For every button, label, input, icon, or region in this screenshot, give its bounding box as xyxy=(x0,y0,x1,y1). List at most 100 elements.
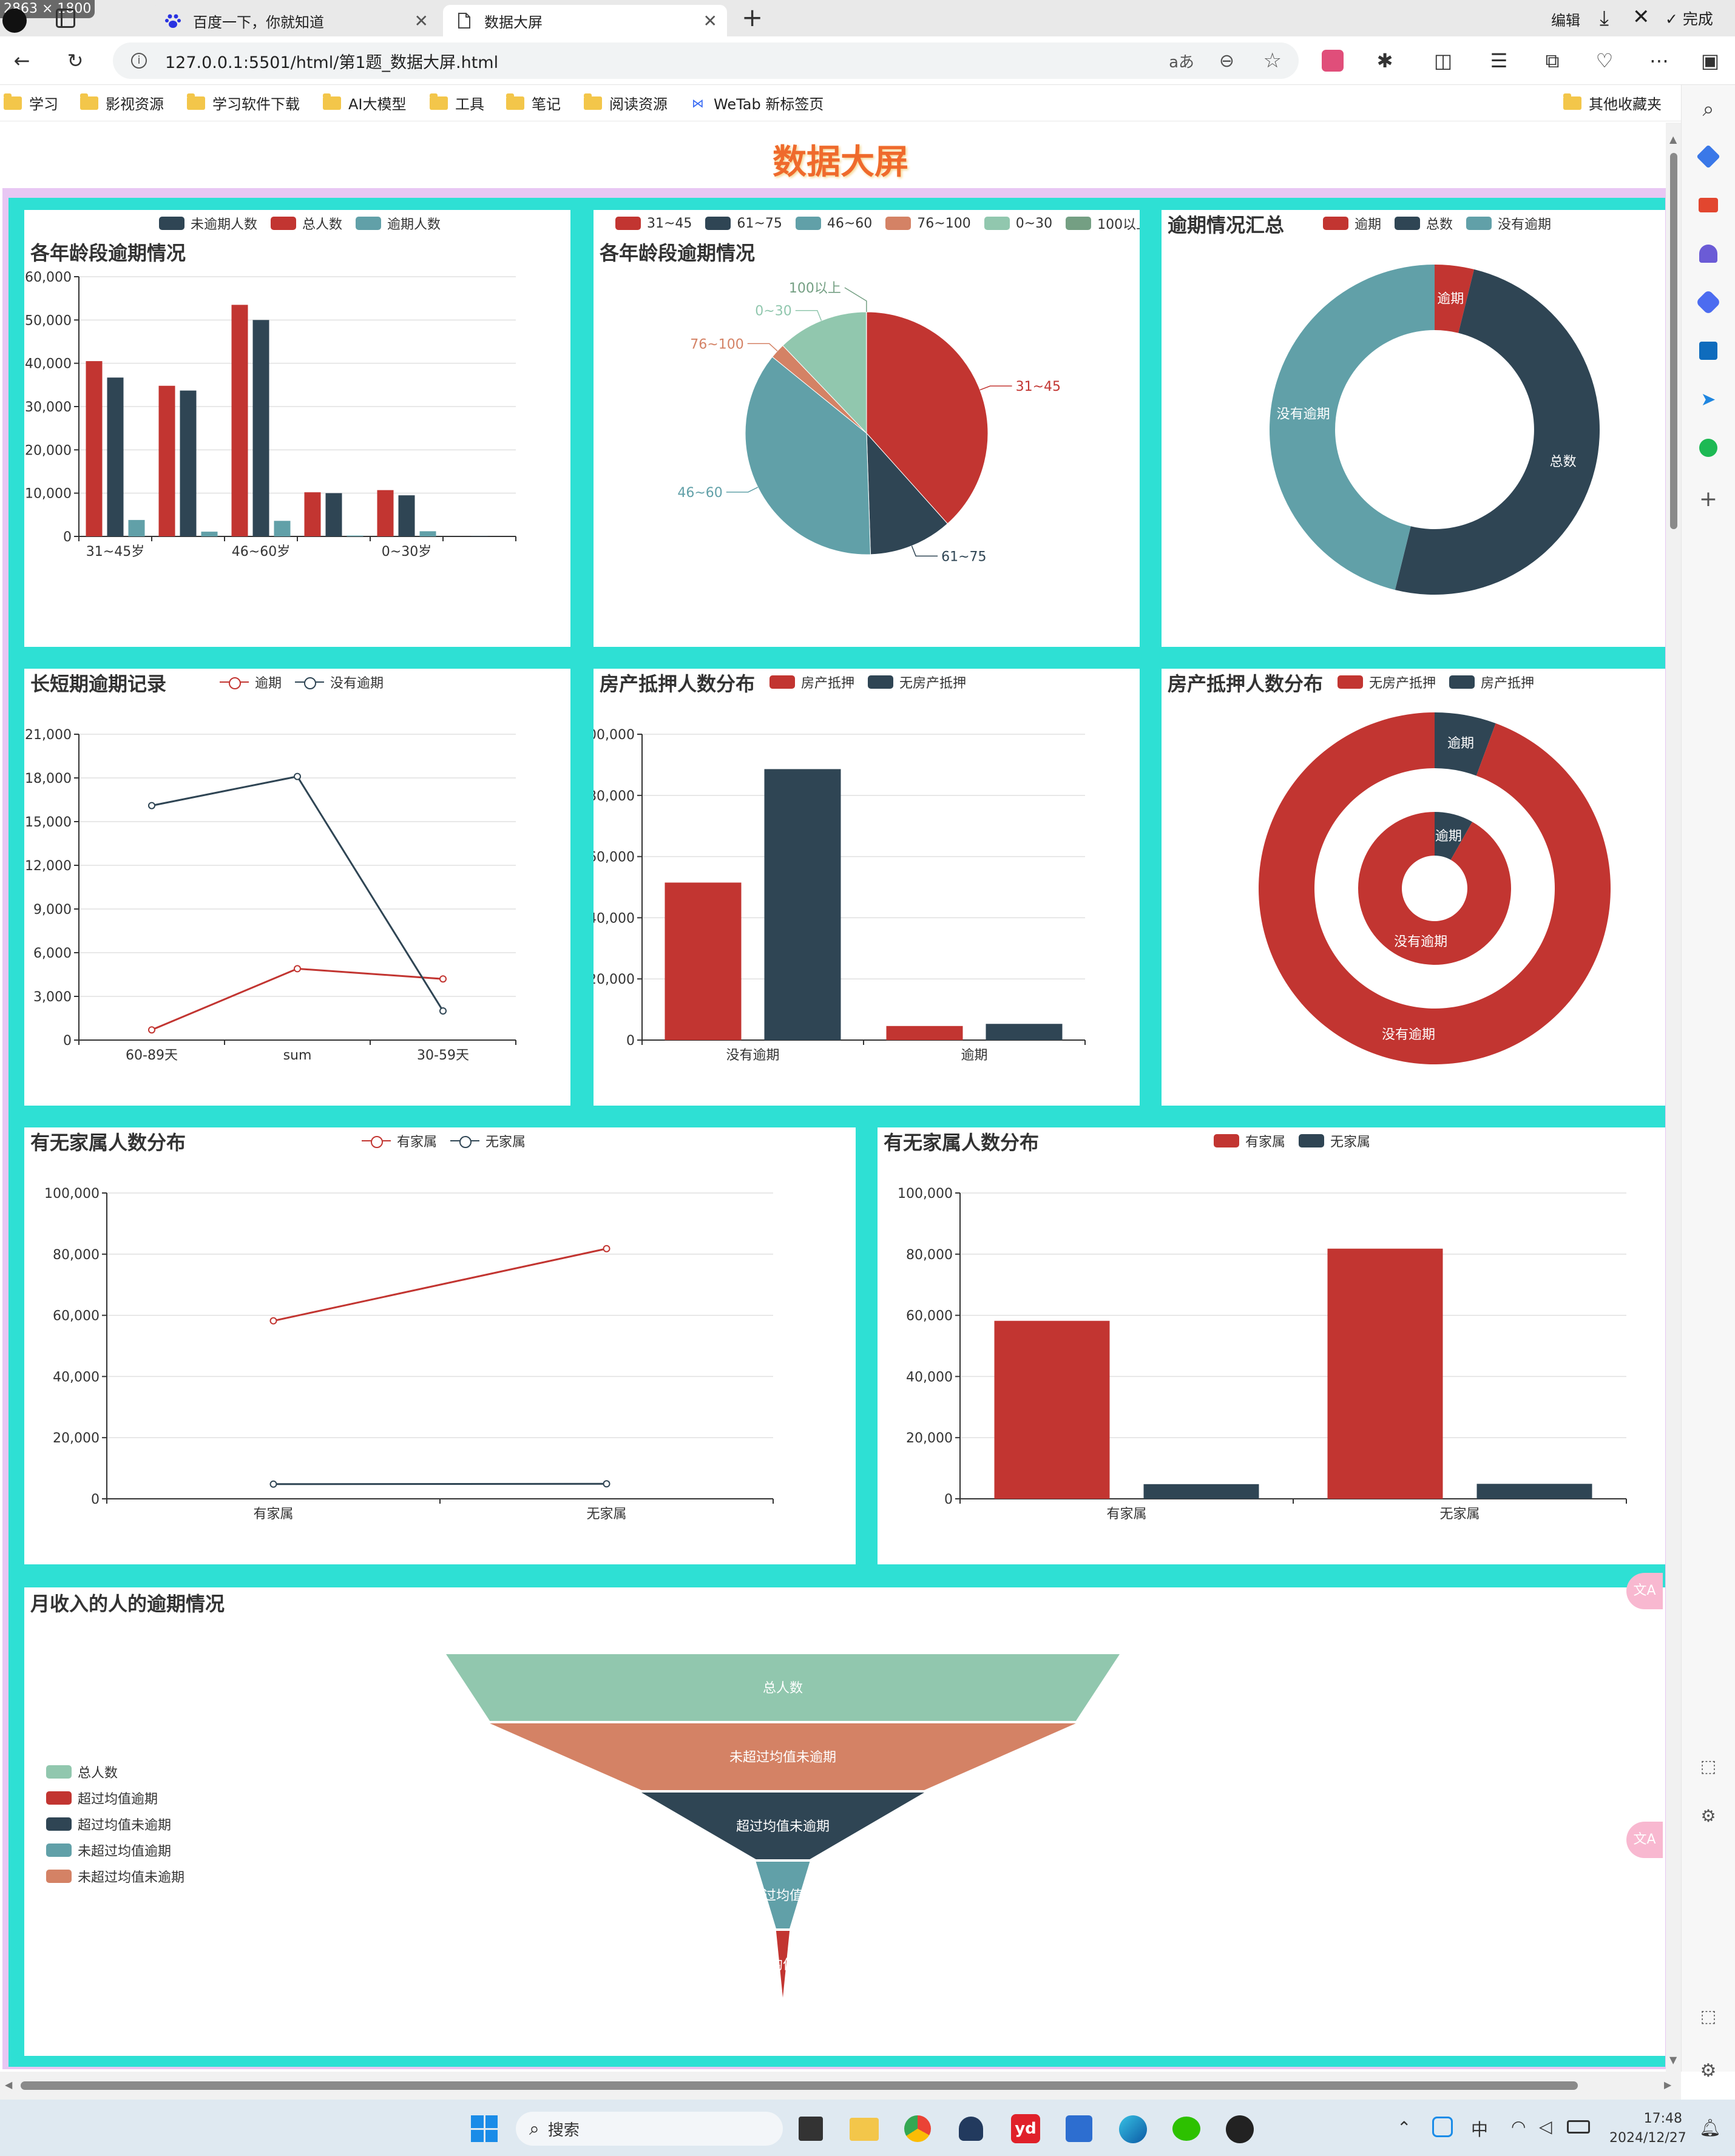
games-icon[interactable] xyxy=(1695,240,1722,267)
scrollbar-down-arrow[interactable]: ▼ xyxy=(1669,2054,1677,2066)
new-tab-button[interactable]: + xyxy=(742,2,763,32)
profile-avatar-icon[interactable] xyxy=(2,8,27,33)
legend-item[interactable]: 逾期 xyxy=(1323,214,1381,233)
legend-item[interactable]: 没有逾期 xyxy=(295,672,384,692)
legend-item[interactable]: 无房产抵押 xyxy=(1338,672,1436,692)
vertical-scrollbar[interactable]: ▲ ▼ xyxy=(1666,123,1681,2072)
browser-essentials-icon[interactable]: ♡ xyxy=(1595,49,1614,72)
task-view-icon[interactable] xyxy=(799,2117,823,2141)
bookmark-folder[interactable]: 学习 xyxy=(4,92,58,113)
search-icon[interactable]: ⌕ xyxy=(1702,97,1714,121)
capture-icon[interactable]: ⬚ xyxy=(1700,2006,1717,2026)
volume-icon[interactable]: ◁ xyxy=(1539,2117,1552,2137)
legend-item[interactable]: 未逾期人数 xyxy=(159,214,257,233)
add-icon[interactable]: + xyxy=(1699,486,1718,512)
download-icon[interactable]: ⤓ xyxy=(1600,6,1609,30)
translate-float-icon[interactable]: 文A xyxy=(1626,1822,1663,1858)
close-icon[interactable]: ✕ xyxy=(1632,5,1650,29)
horizontal-scrollbar[interactable]: ◀ ▶ xyxy=(0,2072,1681,2100)
legend-item[interactable]: 房产抵押 xyxy=(769,672,854,692)
tab-baidu[interactable]: 百度一下，你就知道 ✕ xyxy=(152,5,438,36)
info-icon[interactable]: i xyxy=(131,53,147,69)
favorites-icon[interactable]: ☰ xyxy=(1490,49,1508,72)
clock[interactable]: 17:48 2024/12/27 xyxy=(1609,2109,1686,2148)
address-bar[interactable]: i 127.0.0.1:5501/html/第1题_数据大屏.html aあ ⊖… xyxy=(113,42,1299,79)
zoom-icon[interactable]: ⊖ xyxy=(1219,50,1234,72)
refresh-icon[interactable]: ↻ xyxy=(67,49,84,72)
send-icon[interactable]: ➤ xyxy=(1700,388,1716,410)
ime-indicator[interactable]: 中 xyxy=(1471,2120,1489,2140)
legend-item[interactable]: 76~100 xyxy=(885,216,971,231)
read-aloud-icon[interactable]: aあ xyxy=(1169,53,1194,72)
outlook-icon[interactable] xyxy=(1695,337,1722,364)
tray-chevron-icon[interactable]: ⌃ xyxy=(1397,2118,1412,2138)
tab-close-icon[interactable]: ✕ xyxy=(414,11,428,31)
legend-item[interactable]: 无家属 xyxy=(450,1131,526,1151)
legend-item[interactable]: 有家属 xyxy=(1214,1131,1285,1151)
sidebar-toggle-icon[interactable]: ▣ xyxy=(1700,49,1720,72)
back-arrow-icon[interactable]: ← xyxy=(13,49,30,72)
legend-item[interactable]: 未超过均值未逾期 xyxy=(46,1863,184,1889)
extensions-icon[interactable]: ✱ xyxy=(1376,49,1393,72)
legend-item[interactable]: 46~60 xyxy=(795,216,872,231)
scrollbar-up-arrow[interactable]: ▲ xyxy=(1669,133,1677,145)
copilot-icon[interactable] xyxy=(1695,289,1722,316)
bookmark-folder[interactable]: 影视资源 xyxy=(80,92,164,113)
bookmark-folder[interactable]: 学习软件下载 xyxy=(187,92,300,113)
other-bookmarks-folder[interactable]: 其他收藏夹 xyxy=(1563,92,1662,113)
legend-item[interactable]: 0~30 xyxy=(984,216,1052,231)
windows-start-icon[interactable] xyxy=(471,2115,498,2142)
translate-float-icon[interactable]: 文A xyxy=(1626,1573,1663,1609)
legend-item[interactable]: 有家属 xyxy=(362,1131,437,1151)
scrollbar-right-arrow[interactable]: ▶ xyxy=(1664,2079,1672,2090)
favorite-star-icon[interactable]: ☆ xyxy=(1263,49,1282,73)
legend-item[interactable]: 无房产抵押 xyxy=(868,672,966,692)
legend-item[interactable]: 超过均值未逾期 xyxy=(46,1811,184,1837)
tag-icon[interactable] xyxy=(1695,143,1722,170)
toolbox-icon[interactable] xyxy=(1695,192,1722,218)
collections-icon[interactable]: ⧉ xyxy=(1545,49,1560,72)
wifi-icon[interactable]: ◠ xyxy=(1511,2117,1526,2137)
taskbar-search[interactable]: ⌕ 搜索 xyxy=(516,2112,783,2146)
bookmark-wetab[interactable]: ⋈ WeTab 新标签页 xyxy=(692,92,824,113)
bookmark-folder[interactable]: AI大模型 xyxy=(323,92,407,113)
legend-item[interactable]: 没有逾期 xyxy=(1466,214,1551,233)
legend-item[interactable]: 超过均值逾期 xyxy=(46,1785,184,1811)
wechat-icon[interactable] xyxy=(1172,2117,1200,2141)
legend-item[interactable]: 逾期人数 xyxy=(356,214,441,233)
tab-close-icon[interactable]: ✕ xyxy=(703,11,717,31)
legend-item[interactable]: 逾期 xyxy=(220,672,282,692)
scrollbar-left-arrow[interactable]: ◀ xyxy=(5,2079,13,2090)
youdao-icon[interactable]: yd xyxy=(1011,2114,1040,2143)
legend-item[interactable]: 总人数 xyxy=(271,214,342,233)
app-icon[interactable] xyxy=(1226,2115,1254,2143)
bookmark-folder[interactable]: 阅读资源 xyxy=(584,92,668,113)
file-explorer-icon[interactable] xyxy=(850,2118,879,2141)
legend-item[interactable]: 未超过均值逾期 xyxy=(46,1837,184,1863)
legend-item[interactable]: 无家属 xyxy=(1299,1131,1370,1151)
legend-item[interactable]: 31~45 xyxy=(615,216,692,231)
done-button[interactable]: ✓ 完成 xyxy=(1665,7,1713,29)
chrome-icon[interactable] xyxy=(904,2115,931,2142)
translate-extension-icon[interactable] xyxy=(1319,47,1346,74)
cat-app-icon[interactable] xyxy=(959,2117,983,2141)
bookmark-folder[interactable]: 笔记 xyxy=(506,92,561,113)
notification-icon[interactable]: 🔔︎ xyxy=(1699,2118,1721,2138)
split-screen-icon[interactable]: ◫ xyxy=(1433,49,1453,72)
notepad-icon[interactable] xyxy=(1066,2115,1092,2142)
legend-item[interactable]: 房产抵押 xyxy=(1449,672,1534,692)
scrollbar-thumb[interactable] xyxy=(21,2081,1578,2090)
split-view-icon[interactable]: ⚙ xyxy=(1700,1805,1716,1826)
legend-item[interactable]: 总数 xyxy=(1395,214,1453,233)
battery-icon[interactable] xyxy=(1567,2120,1590,2134)
settings-gear-icon[interactable]: ⚙ xyxy=(1700,2060,1717,2081)
edge-icon[interactable] xyxy=(1119,2115,1147,2143)
edit-button[interactable]: 编辑 xyxy=(1551,12,1580,29)
tab-data-screen[interactable]: 数据大屏 ✕ xyxy=(443,5,727,36)
spotify-icon[interactable] xyxy=(1695,434,1722,461)
legend-item[interactable]: 100以上 xyxy=(1066,214,1140,233)
legend-item[interactable]: 总人数 xyxy=(46,1759,184,1785)
scrollbar-thumb[interactable] xyxy=(1670,153,1677,529)
workspaces-icon[interactable] xyxy=(56,8,75,28)
tray-app-icon[interactable] xyxy=(1432,2117,1453,2137)
